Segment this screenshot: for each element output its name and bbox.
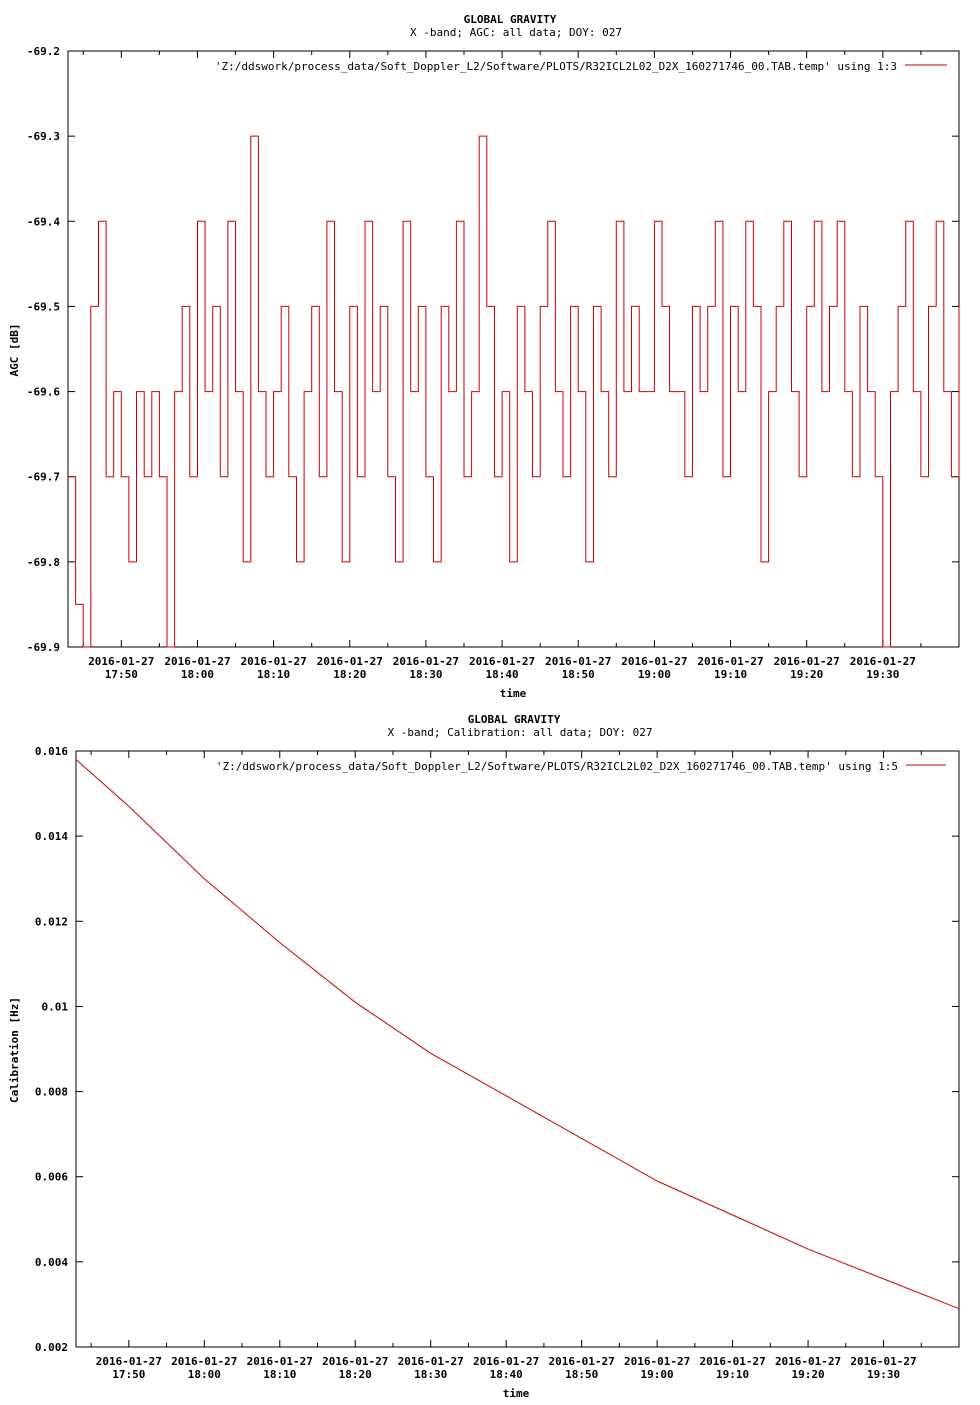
agc-x-tick-date: 2016-01-27 (393, 655, 459, 668)
calibration-y-tick-label: 0.016 (35, 745, 68, 758)
agc-x-tick-time: 19:10 (714, 668, 747, 681)
calibration-y-tick-label: 0.01 (42, 1000, 69, 1013)
agc-y-tick-label: -69.5 (27, 300, 60, 313)
calibration-series-line (75, 759, 960, 1310)
calibration-x-tick-date: 2016-01-27 (549, 1355, 615, 1368)
calibration-x-tick-time: 18:50 (565, 1368, 598, 1381)
calibration-x-tick-date: 2016-01-27 (850, 1355, 916, 1368)
calibration-y-tick-label: 0.006 (35, 1171, 68, 1184)
agc-x-tick-date: 2016-01-27 (469, 655, 535, 668)
agc-y-tick-label: -69.8 (27, 556, 60, 569)
agc-x-tick-date: 2016-01-27 (88, 655, 154, 668)
agc-x-tick-time: 18:10 (257, 668, 290, 681)
calibration-y-tick-label: 0.004 (35, 1256, 68, 1269)
calibration-x-tick-date: 2016-01-27 (322, 1355, 388, 1368)
agc-x-tick-date: 2016-01-27 (164, 655, 230, 668)
agc-x-tick-time: 19:00 (638, 668, 671, 681)
calibration-x-tick-date: 2016-01-27 (775, 1355, 841, 1368)
agc-x-tick-date: 2016-01-27 (240, 655, 306, 668)
calibration-x-tick-time: 18:20 (339, 1368, 372, 1381)
calibration-y-tick-label: 0.002 (35, 1341, 68, 1354)
agc-y-tick-label: -69.2 (27, 45, 60, 58)
agc-x-axis-label: time (500, 687, 527, 700)
calibration-x-tick-date: 2016-01-27 (473, 1355, 539, 1368)
agc-x-tick-time: 19:30 (866, 668, 899, 681)
agc-x-tick-date: 2016-01-27 (621, 655, 687, 668)
calibration-x-tick-date: 2016-01-27 (96, 1355, 162, 1368)
calibration-x-tick-date: 2016-01-27 (398, 1355, 464, 1368)
agc-x-tick-time: 17:50 (105, 668, 138, 681)
calibration-x-tick-time: 19:30 (867, 1368, 900, 1381)
agc-y-tick-label: -69.9 (27, 641, 60, 654)
agc-x-tick-time: 18:00 (181, 668, 214, 681)
calibration-x-tick-time: 19:20 (791, 1368, 824, 1381)
calibration-x-tick-time: 18:00 (188, 1368, 221, 1381)
agc-plot-frame (67, 50, 960, 648)
calibration-x-tick-time: 18:30 (414, 1368, 447, 1381)
calibration-x-tick-date: 2016-01-27 (247, 1355, 313, 1368)
calibration-y-tick-label: 0.012 (35, 915, 68, 928)
calibration-chart-subtitle: X -band; Calibration: all data; DOY: 027 (388, 726, 653, 739)
agc-chart-subtitle: X -band; AGC: all data; DOY: 027 (410, 26, 622, 39)
agc-x-tick-date: 2016-01-27 (850, 655, 916, 668)
agc-chart-title: GLOBAL GRAVITY (464, 13, 557, 26)
agc-y-tick-label: -69.4 (27, 215, 60, 228)
calibration-x-tick-date: 2016-01-27 (699, 1355, 765, 1368)
calibration-y-axis-label: Calibration [Hz] (8, 997, 21, 1103)
calibration-x-tick-date: 2016-01-27 (171, 1355, 237, 1368)
agc-chart: GLOBAL GRAVITY X -band; AGC: all data; D… (8, 13, 960, 700)
agc-x-tick-time: 18:40 (486, 668, 519, 681)
agc-x-tick-time: 18:20 (333, 668, 366, 681)
calibration-x-tick-time: 18:10 (263, 1368, 296, 1381)
agc-x-tick-time: 18:30 (409, 668, 442, 681)
calibration-x-tick-time: 17:50 (112, 1368, 145, 1381)
agc-legend-label: 'Z:/ddswork/process_data/Soft_Doppler_L2… (215, 60, 897, 73)
agc-y-axis-label: AGC [dB] (8, 324, 21, 377)
agc-x-tick-time: 18:50 (562, 668, 595, 681)
calibration-x-tick-time: 18:40 (490, 1368, 523, 1381)
calibration-chart-title: GLOBAL GRAVITY (468, 713, 561, 726)
agc-x-tick-date: 2016-01-27 (774, 655, 840, 668)
calibration-x-axis-label: time (503, 1387, 530, 1400)
calibration-y-tick-label: 0.008 (35, 1086, 68, 1099)
agc-y-tick-label: -69.7 (27, 471, 60, 484)
calibration-x-tick-time: 19:10 (716, 1368, 749, 1381)
calibration-plot-frame (75, 750, 960, 1348)
calibration-legend-label: 'Z:/ddswork/process_data/Soft_Doppler_L2… (216, 760, 898, 773)
calibration-y-tick-label: 0.014 (35, 830, 68, 843)
agc-y-tick-label: -69.6 (27, 386, 60, 399)
calibration-chart: GLOBAL GRAVITY X -band; Calibration: all… (8, 713, 960, 1400)
agc-x-tick-date: 2016-01-27 (545, 655, 611, 668)
calibration-x-tick-time: 19:00 (641, 1368, 674, 1381)
agc-x-tick-date: 2016-01-27 (697, 655, 763, 668)
agc-x-tick-date: 2016-01-27 (317, 655, 383, 668)
agc-series-line (68, 135, 960, 648)
agc-x-tick-time: 19:20 (790, 668, 823, 681)
calibration-x-tick-date: 2016-01-27 (624, 1355, 690, 1368)
agc-y-tick-label: -69.3 (27, 130, 60, 143)
